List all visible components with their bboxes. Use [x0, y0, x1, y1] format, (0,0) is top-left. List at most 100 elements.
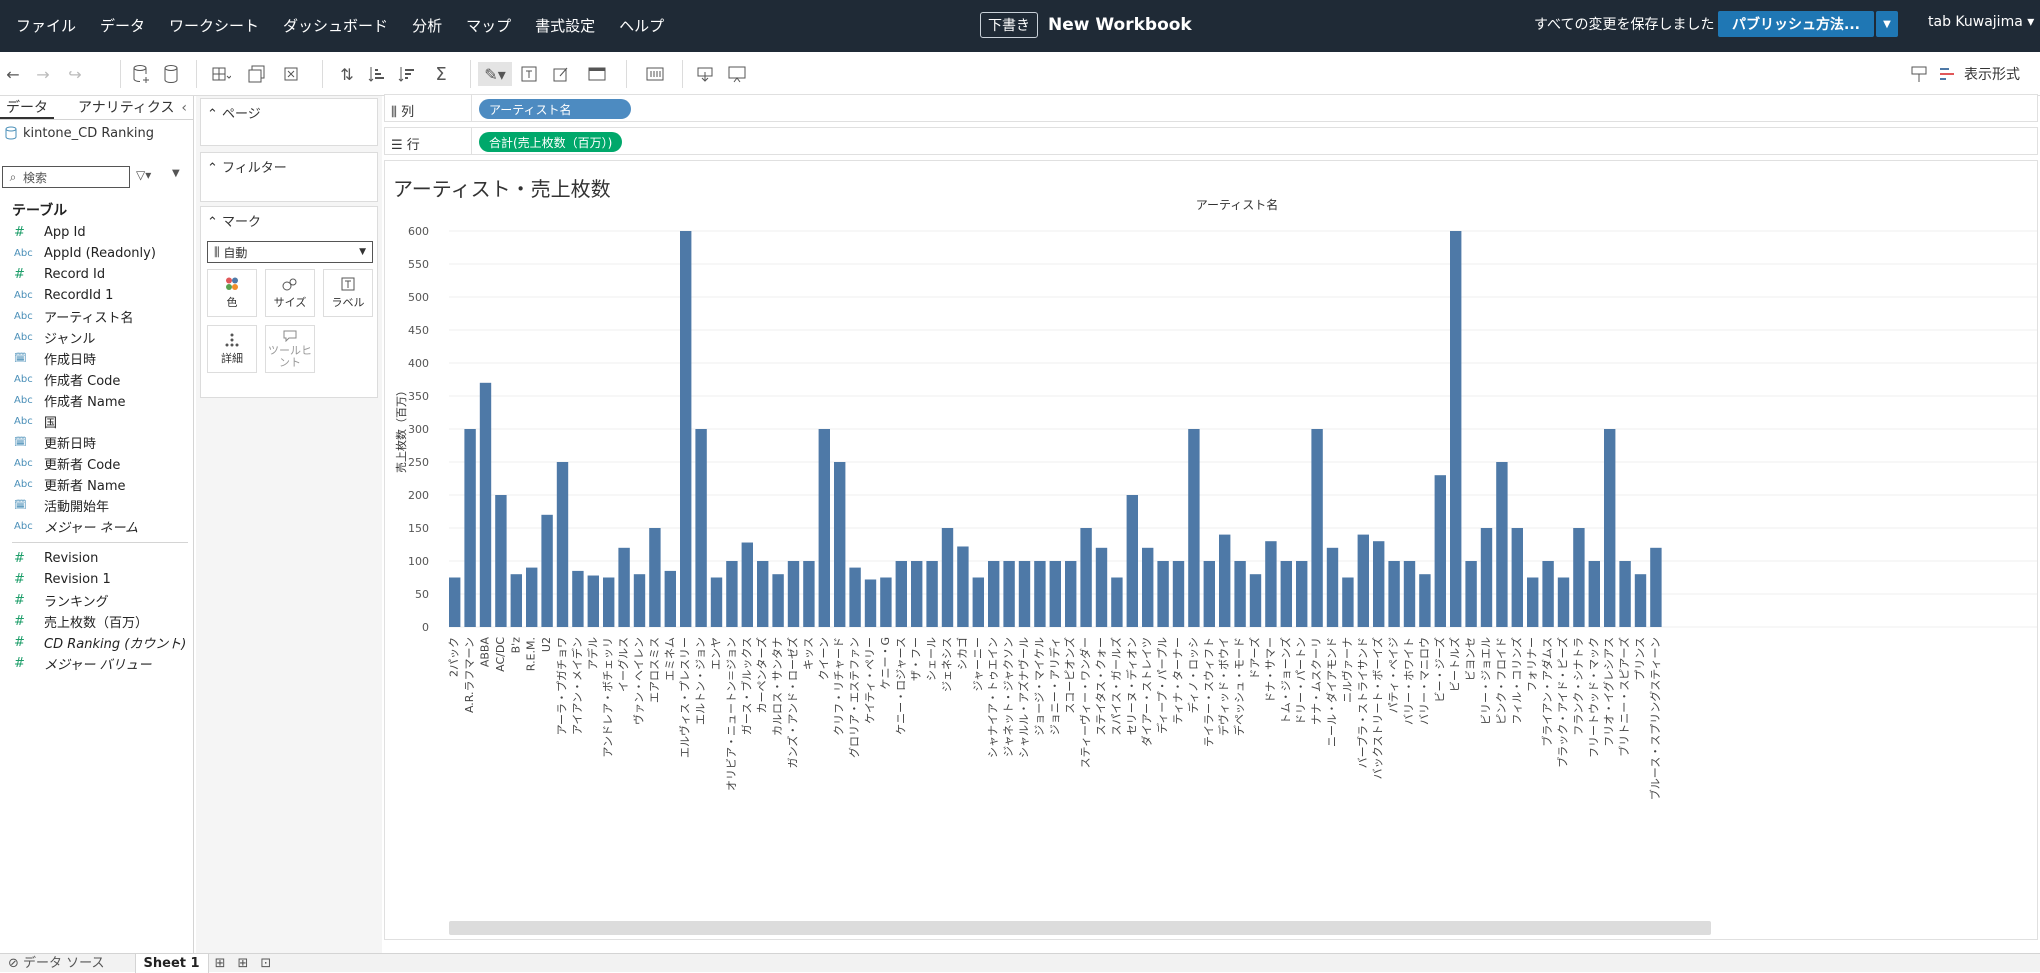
presentation-icon[interactable] — [724, 62, 750, 86]
string-type-icon: Abc — [14, 521, 33, 532]
fit-icon[interactable] — [582, 62, 612, 86]
workbook-name[interactable]: New Workbook — [1048, 15, 1192, 35]
field-item[interactable]: # 売上枚数（百万） — [0, 611, 194, 632]
new-story-icon[interactable]: ⊡ — [260, 955, 272, 971]
label-label: ラベル — [331, 295, 365, 309]
download-icon[interactable] — [692, 62, 718, 86]
x-category-label: ニルヴァーナ — [1340, 637, 1354, 703]
new-datasource-icon[interactable] — [128, 62, 154, 86]
filters-card[interactable]: ⌃ フィルター — [200, 152, 378, 202]
clear-sheet-icon[interactable] — [280, 62, 306, 86]
field-item[interactable]: 🗓 活動開始年 — [0, 495, 194, 516]
size-button[interactable]: サイズ — [265, 269, 315, 317]
publish-button[interactable]: パブリッシュ方法... — [1718, 11, 1874, 37]
show-me-button[interactable]: 表示形式 — [1940, 64, 2020, 84]
field-name: Record Id — [44, 267, 106, 282]
field-item[interactable]: Abc 更新者 Name — [0, 474, 194, 495]
menu-item[interactable]: ワークシート — [169, 17, 260, 35]
swap-icon[interactable]: ⇅ — [340, 64, 354, 84]
field-item[interactable]: 🗓 作成日時 — [0, 348, 194, 369]
user-menu[interactable]: tab Kuwajima ▾ — [1928, 14, 2035, 30]
x-category-label: ビリー・ジョエル — [1480, 637, 1493, 725]
sort-descending-icon[interactable] — [394, 62, 420, 86]
y-tick-label: 350 — [408, 390, 429, 403]
field-item[interactable]: # メジャー バリュー — [0, 653, 194, 674]
field-item[interactable]: Abc ジャンル — [0, 327, 194, 348]
highlight-icon[interactable]: ✎▾ — [478, 62, 512, 86]
menu-item[interactable]: ダッシュボード — [283, 17, 389, 35]
user-name: tab Kuwajima — [1928, 14, 2023, 30]
tooltip-button[interactable]: ツールヒ ント — [265, 325, 315, 373]
horizontal-scrollbar[interactable] — [449, 921, 1711, 935]
annotate-icon[interactable] — [548, 62, 574, 86]
text-label-icon[interactable] — [516, 62, 542, 86]
columns-pill[interactable]: アーティスト名 — [479, 99, 631, 119]
new-dashboard-icon[interactable]: ⊞ — [237, 955, 249, 971]
field-item[interactable]: Abc アーティスト名 — [0, 306, 194, 327]
menu-item[interactable]: ヘルプ — [619, 17, 665, 35]
field-item[interactable]: # ランキング — [0, 590, 194, 611]
field-item[interactable]: Abc メジャー ネーム — [0, 516, 194, 537]
field-item[interactable]: Abc 更新者 Code — [0, 453, 194, 474]
field-item[interactable]: # Revision — [0, 548, 194, 569]
view-cards-icon[interactable] — [638, 62, 672, 86]
field-item[interactable]: 🗓 更新日時 — [0, 432, 194, 453]
x-category-label: R.E.M. — [525, 637, 538, 671]
collapse-pane-icon[interactable]: ‹ — [181, 100, 187, 116]
pin-icon[interactable] — [1906, 62, 1932, 86]
field-item[interactable]: # Record Id — [0, 264, 194, 285]
x-category-label: エミネム — [663, 637, 676, 681]
menu-item[interactable]: ファイル — [16, 17, 77, 35]
forward-icon[interactable]: → — [36, 64, 50, 84]
datasource-icon[interactable] — [158, 62, 184, 86]
x-category-label: トム・ジョーンズ — [1278, 637, 1292, 724]
detail-button[interactable]: 詳細 — [207, 325, 257, 373]
bar — [880, 577, 892, 627]
duplicate-sheet-icon[interactable] — [244, 62, 270, 86]
rows-pill[interactable]: 合計(売上枚数（百万）) — [479, 132, 623, 152]
bar — [510, 574, 522, 627]
menu-item[interactable]: データ — [100, 17, 146, 35]
field-item[interactable]: # Revision 1 — [0, 569, 194, 590]
menu-item[interactable]: マップ — [466, 17, 512, 35]
color-button[interactable]: 色 — [207, 269, 257, 317]
tab-datasource[interactable]: ⊘ データ ソース — [8, 955, 105, 971]
tab-analytics[interactable]: アナリティクス — [78, 100, 175, 116]
field-item[interactable]: Abc 作成者 Name — [0, 390, 194, 411]
redo-icon[interactable]: ↪ — [68, 64, 82, 84]
bar — [1080, 528, 1092, 627]
pane-menu-icon[interactable]: ▼ — [172, 168, 180, 179]
field-item[interactable]: Abc AppId (Readonly) — [0, 243, 194, 264]
datasource-item[interactable]: kintone_CD Ranking — [0, 120, 193, 146]
field-item[interactable]: Abc 作成者 Code — [0, 369, 194, 390]
field-item[interactable]: # CD Ranking (カウント) — [0, 632, 194, 653]
x-category-label: A.R.ラフマーン — [463, 637, 476, 713]
filter-fields-icon[interactable]: ▽▾ — [136, 168, 152, 182]
label-button[interactable]: ラベル — [323, 269, 373, 317]
totals-icon[interactable]: Σ — [435, 63, 447, 85]
pages-card[interactable]: ⌃ ページ — [200, 98, 378, 146]
back-icon[interactable]: ← — [6, 64, 20, 84]
columns-shelf[interactable]: ⫼ 列 アーティスト名 — [384, 94, 2038, 122]
tab-data[interactable]: データ — [0, 96, 54, 119]
new-worksheet-icon[interactable]: ⊞ — [214, 955, 226, 971]
bar — [1018, 561, 1031, 627]
menu-item[interactable]: 書式設定 — [535, 17, 596, 35]
field-item[interactable]: Abc 国 — [0, 411, 194, 432]
mark-type-select[interactable]: ⫼ 自動 ▼ — [207, 241, 373, 263]
field-item[interactable]: # App Id — [0, 222, 194, 243]
publish-dropdown-icon[interactable]: ▼ — [1876, 11, 1898, 37]
rows-shelf[interactable]: ☰ 行 合計(売上枚数（百万）) — [384, 127, 2038, 155]
string-type-icon: Abc — [14, 374, 33, 385]
new-sheet-icon[interactable] — [208, 62, 234, 86]
menu-item[interactable]: 分析 — [412, 17, 443, 35]
field-item[interactable]: Abc RecordId 1 — [0, 285, 194, 306]
sort-ascending-icon[interactable] — [364, 62, 390, 86]
tab-sheet-1[interactable]: Sheet 1 — [134, 953, 209, 973]
viz-area[interactable]: アーティスト・売上枚数 アーティスト名 売上枚数（百万） 0 50 100 150 200 2… — [384, 160, 2038, 940]
bar — [1265, 541, 1277, 627]
bar — [618, 547, 630, 627]
bar — [818, 429, 830, 627]
field-search-input[interactable]: ⌕ 検索 — [2, 166, 130, 188]
